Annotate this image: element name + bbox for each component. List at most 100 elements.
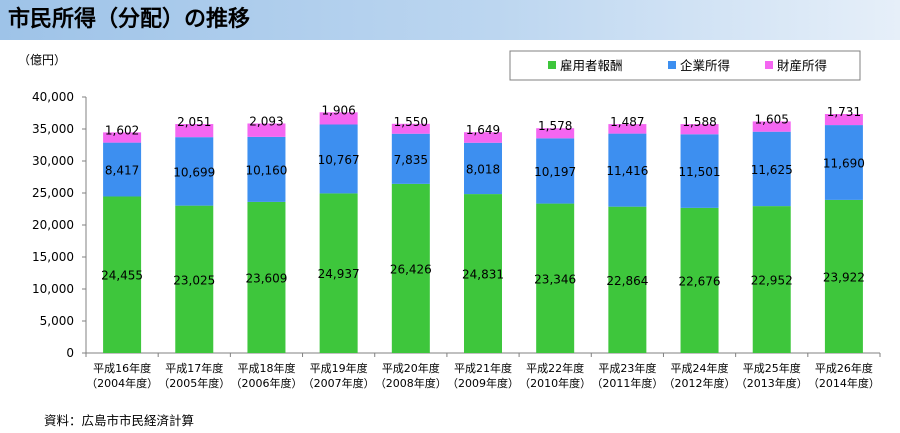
data-label: 10,197 — [534, 165, 576, 179]
data-label: 1,605 — [755, 112, 789, 126]
title-bar: 市民所得（分配）の推移 — [0, 0, 900, 40]
x-category-label: （2014年度） — [808, 376, 880, 390]
y-axis-unit-label: （億円） — [18, 53, 66, 67]
bar-segment-3 — [319, 112, 358, 125]
data-label: 11,501 — [679, 165, 721, 179]
x-category-label: （2012年度） — [664, 376, 736, 390]
data-label: 1,487 — [610, 115, 644, 129]
data-label: 8,018 — [466, 162, 500, 176]
x-category-label: 平成25年度 — [743, 361, 801, 375]
bar-segment-1 — [319, 193, 358, 353]
y-tick-label: 25,000 — [32, 186, 74, 200]
source-note: 資料：広島市市民経済計算 — [44, 413, 195, 428]
x-category-label: （2005年度） — [158, 376, 230, 390]
legend-label: 雇用者報酬 — [560, 58, 623, 73]
legend-swatch — [765, 61, 773, 69]
y-tick-label: 20,000 — [32, 218, 74, 232]
bar-segment-2 — [247, 136, 286, 202]
bar-segment-2 — [464, 142, 502, 195]
x-category-label: 平成19年度 — [310, 361, 368, 375]
bar-segment-3 — [536, 128, 575, 139]
bar-segment-1 — [247, 201, 286, 353]
data-label: 22,952 — [751, 274, 793, 288]
bar-segment-1 — [752, 206, 791, 353]
x-category-label: 平成26年度 — [815, 361, 873, 375]
x-category-label: （2011年度） — [591, 376, 663, 390]
bar-segment-1 — [608, 206, 647, 353]
y-tick-label: 40,000 — [32, 90, 74, 104]
x-category-label: （2007年度） — [303, 376, 375, 390]
bar-segment-1 — [824, 199, 863, 353]
bar-segment-3 — [608, 124, 647, 134]
data-label: 10,767 — [318, 153, 360, 167]
bar-segment-1 — [464, 194, 502, 353]
bar-segment-2 — [391, 133, 430, 184]
bar-segment-2 — [824, 125, 863, 200]
x-category-label: （2008年度） — [375, 376, 447, 390]
data-label: 1,550 — [394, 115, 428, 129]
x-category-label: 平成17年度 — [165, 361, 223, 375]
bar-segment-3 — [391, 123, 430, 134]
y-tick-label: 0 — [66, 346, 74, 360]
data-label: 10,160 — [245, 163, 287, 177]
y-tick-label: 15,000 — [32, 250, 74, 264]
bar-segment-2 — [608, 133, 647, 207]
bar-segment-3 — [247, 123, 286, 137]
x-category-label: 平成22年度 — [526, 361, 584, 375]
y-tick-label: 35,000 — [32, 122, 74, 136]
bar-segment-2 — [536, 138, 575, 204]
data-label: 23,025 — [173, 273, 215, 287]
bar-segment-1 — [391, 183, 430, 353]
legend-swatch — [548, 61, 556, 69]
bar-segment-2 — [175, 137, 214, 206]
bar-segment-3 — [175, 124, 214, 138]
x-category-label: （2010年度） — [519, 376, 591, 390]
y-tick-label: 10,000 — [32, 282, 74, 296]
bar-segment-3 — [103, 132, 142, 143]
bar-segment-3 — [824, 114, 863, 126]
data-label: 2,051 — [177, 115, 211, 129]
data-label: 1,602 — [105, 123, 139, 137]
legend-box — [509, 50, 861, 81]
x-category-label: 平成20年度 — [382, 361, 440, 375]
x-category-label: 平成23年度 — [598, 361, 656, 375]
data-label: 11,625 — [751, 163, 793, 177]
data-label: 7,835 — [394, 153, 428, 167]
data-label: 11,690 — [823, 156, 865, 170]
x-category-label: （2004年度） — [86, 376, 158, 390]
data-label: 2,093 — [249, 114, 283, 128]
y-tick-label: 5,000 — [40, 314, 74, 328]
data-label: 23,922 — [823, 270, 865, 284]
bar-segment-1 — [103, 196, 142, 353]
data-label: 8,417 — [105, 164, 139, 178]
data-label: 24,937 — [318, 267, 360, 281]
x-category-label: 平成16年度 — [93, 361, 151, 375]
x-category-label: 平成18年度 — [237, 361, 295, 375]
data-label: 24,831 — [462, 268, 504, 282]
bar-segment-1 — [536, 203, 575, 353]
x-category-label: （2013年度） — [736, 376, 808, 390]
bar-segment-3 — [464, 132, 502, 143]
x-category-label: （2009年度） — [447, 376, 519, 390]
bar-segment-2 — [752, 131, 791, 207]
data-label: 23,609 — [245, 271, 287, 285]
bar-segment-2 — [103, 142, 142, 197]
page-title: 市民所得（分配）の推移 — [8, 7, 251, 32]
legend-swatch — [668, 61, 676, 69]
x-category-label: （2006年度） — [230, 376, 302, 390]
bar-segment-1 — [680, 207, 719, 353]
data-label: 23,346 — [534, 272, 576, 286]
data-label: 1,731 — [827, 105, 861, 119]
legend-label: 財産所得 — [777, 58, 827, 73]
bar-segment-2 — [319, 124, 358, 194]
y-tick-label: 30,000 — [32, 154, 74, 168]
bar-segment-3 — [680, 124, 719, 135]
bar-segment-3 — [752, 121, 791, 132]
bar-segment-2 — [680, 134, 719, 208]
data-label: 1,578 — [538, 119, 572, 133]
data-label: 10,699 — [173, 165, 215, 179]
data-label: 26,426 — [390, 262, 432, 276]
data-label: 1,649 — [466, 123, 500, 137]
x-category-label: 平成21年度 — [454, 361, 512, 375]
